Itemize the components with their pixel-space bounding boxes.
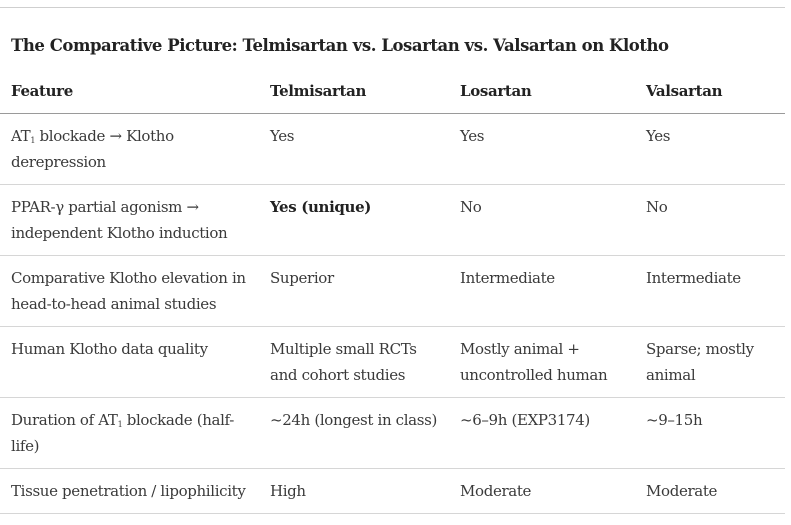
column-header-feature: Feature: [0, 71, 259, 114]
comparison-table: Feature Telmisartan Losartan Valsartan A…: [0, 71, 785, 514]
column-header-valsartan: Valsartan: [635, 71, 785, 114]
valsartan-cell: Sparse; mostly animal: [635, 326, 785, 398]
losartan-cell: Moderate: [449, 468, 635, 514]
valsartan-cell: Intermediate: [635, 255, 785, 327]
losartan-cell: Yes: [449, 113, 635, 185]
subscript: 1: [30, 135, 36, 145]
table-row: Human Klotho data quality Multiple small…: [0, 326, 785, 398]
telmisartan-cell: High: [259, 468, 449, 514]
valsartan-cell: Yes: [635, 113, 785, 185]
feature-text: blockade (half-life): [11, 410, 234, 455]
column-header-telmisartan: Telmisartan: [259, 71, 449, 114]
valsartan-cell: No: [635, 184, 785, 256]
feature-cell: Comparative Klotho elevation in head-to-…: [0, 255, 259, 327]
feature-cell: PPAR-γ partial agonism → independent Klo…: [0, 184, 259, 256]
table-header-row: Feature Telmisartan Losartan Valsartan: [0, 71, 785, 114]
losartan-cell: ~6–9h (EXP3174): [449, 397, 635, 469]
table-row: Tissue penetration / lipophilicity High …: [0, 468, 785, 514]
feature-cell: AT1 blockade → Klotho derepression: [0, 113, 259, 185]
feature-cell: Human Klotho data quality: [0, 326, 259, 398]
losartan-cell: Mostly animal + uncontrolled human: [449, 326, 635, 398]
table-row: AT1 blockade → Klotho derepression Yes Y…: [0, 113, 785, 185]
section-heading: The Comparative Picture: Telmisartan vs.…: [11, 36, 669, 55]
losartan-cell: No: [449, 184, 635, 256]
subscript: 1: [117, 419, 123, 429]
table-row: PPAR-γ partial agonism → independent Klo…: [0, 184, 785, 256]
feature-text: AT: [11, 126, 31, 145]
feature-text: Duration of AT: [11, 410, 118, 429]
valsartan-cell: Moderate: [635, 468, 785, 514]
valsartan-cell: ~9–15h: [635, 397, 785, 469]
feature-cell: Duration of AT1 blockade (half-life): [0, 397, 259, 469]
telmisartan-cell: Multiple small RCTs and cohort studies: [259, 326, 449, 398]
telmisartan-cell: Yes: [259, 113, 449, 185]
table-row: Duration of AT1 blockade (half-life) ~24…: [0, 397, 785, 469]
feature-cell: Tissue penetration / lipophilicity: [0, 468, 259, 514]
feature-text: blockade → Klotho derepression: [11, 126, 174, 171]
telmisartan-cell: Yes (unique): [259, 184, 449, 256]
table-row: Comparative Klotho elevation in head-to-…: [0, 255, 785, 327]
telmisartan-cell: Superior: [259, 255, 449, 327]
column-header-losartan: Losartan: [449, 71, 635, 114]
telmisartan-cell: ~24h (longest in class): [259, 397, 449, 469]
top-divider: [0, 7, 785, 8]
losartan-cell: Intermediate: [449, 255, 635, 327]
